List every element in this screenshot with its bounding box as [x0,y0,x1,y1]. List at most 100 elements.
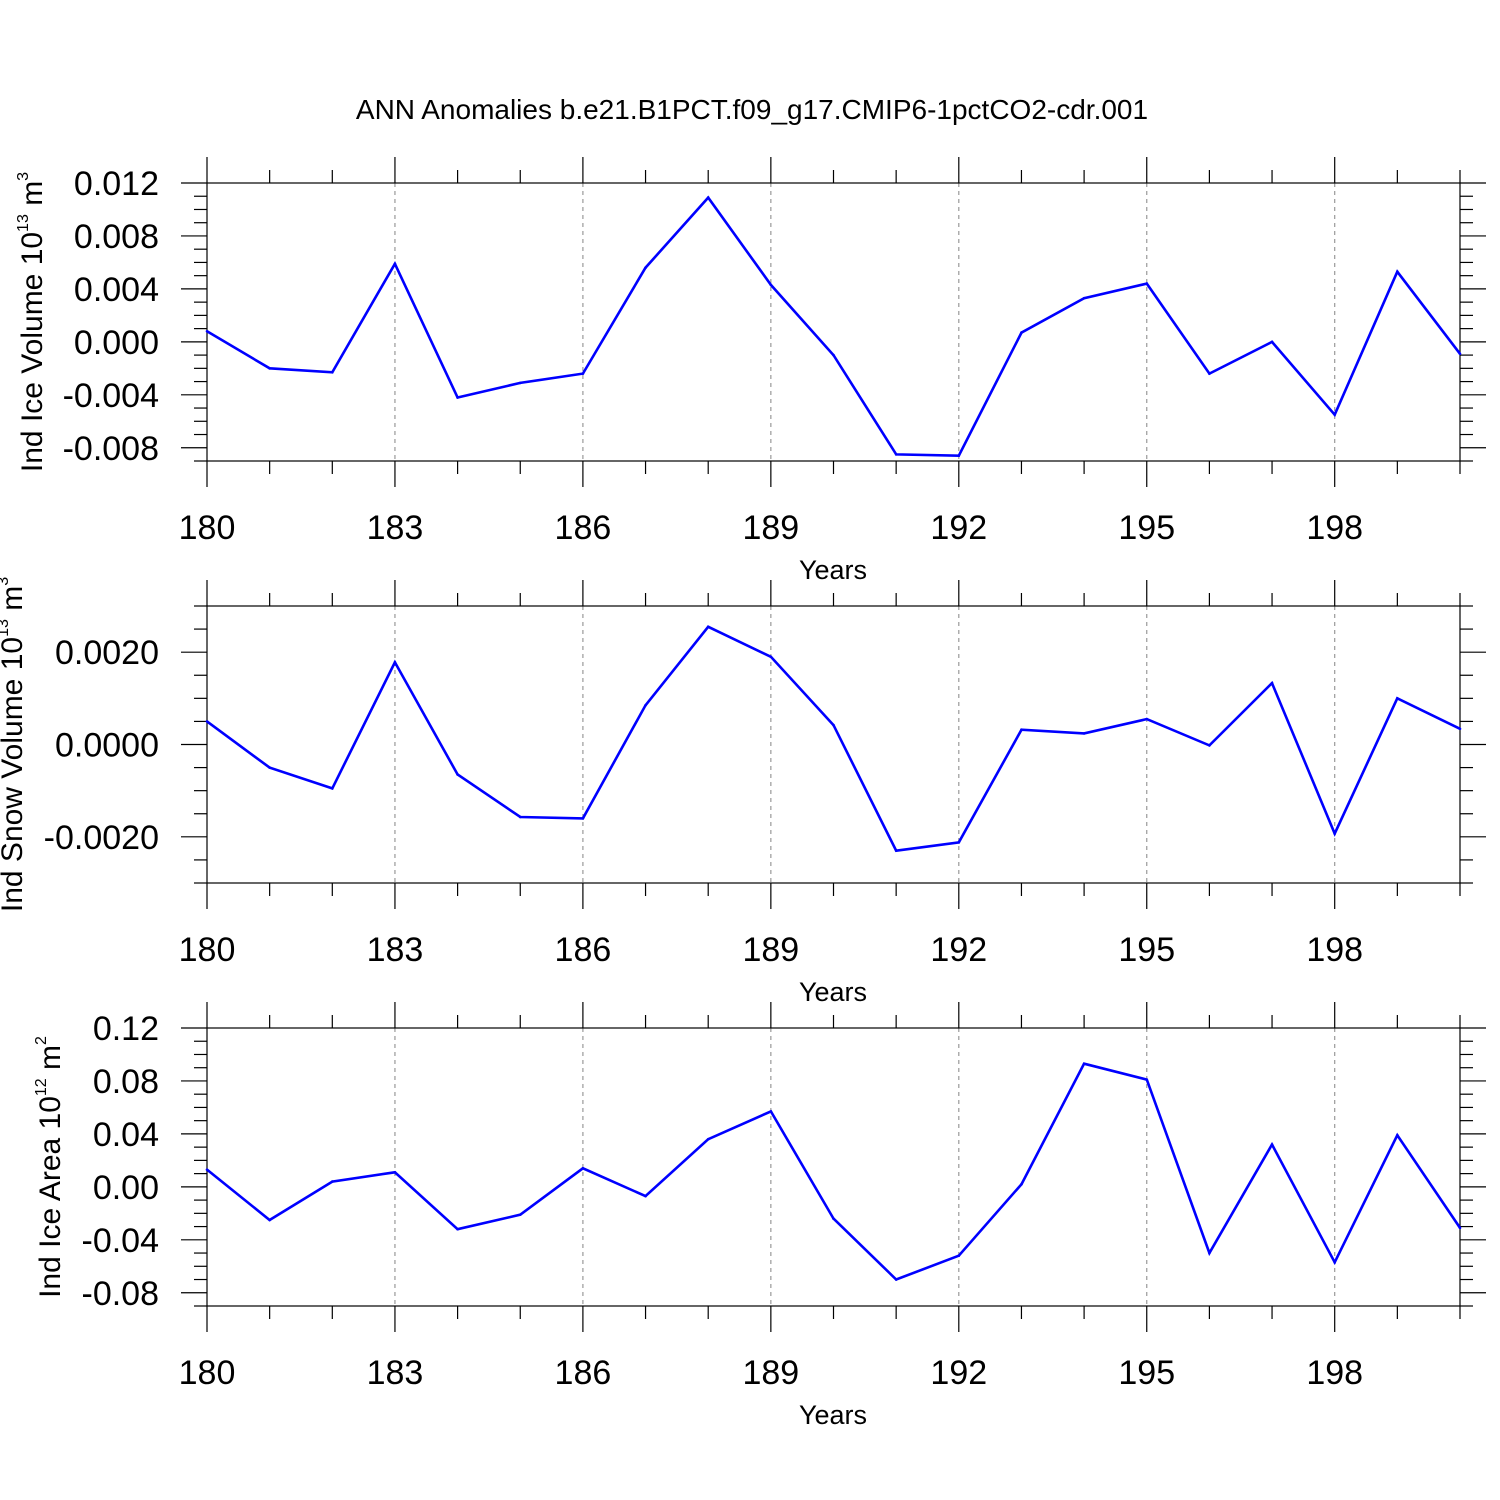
x-axis-label: Years [799,977,867,1007]
y-tick-label: 0.000 [74,324,159,362]
data-point [581,372,585,375]
x-tick-label: 198 [1306,509,1363,547]
data-point [769,1110,773,1113]
x-tick-label: 192 [930,509,987,547]
data-point [1145,717,1149,721]
data-point [1208,1251,1211,1255]
data-point [331,371,334,374]
y-tick-label: -0.008 [63,430,159,468]
data-point [1020,331,1023,334]
y-axis-label: Ind Ice Volume 1013 m3 [15,172,49,472]
panel-2: 180 183 186 189 192 195 198 Years -0.0020 0.0000 0… [0,577,1486,1007]
data-point [268,367,271,370]
data-point [1458,1226,1462,1230]
data-point [644,703,647,707]
x-tick-label: 180 [179,931,236,969]
data-point [1333,1261,1336,1264]
x-tick-label: 183 [367,509,424,547]
data-point [1270,340,1274,344]
data-point [706,1137,710,1141]
x-tick-label: 183 [367,1354,424,1392]
data-point [205,1168,209,1171]
data-point [832,1217,835,1220]
y-tick-label: 0.04 [93,1116,159,1154]
data-point [393,262,397,266]
data-point [1082,732,1086,735]
data-point [1396,697,1399,700]
data-point [832,723,835,727]
y-tick-label: -0.004 [63,377,159,415]
y-tick-label: 0.12 [93,1010,159,1048]
x-axis-label: Years [799,555,867,585]
data-point [1333,413,1336,416]
data-point [1208,744,1211,747]
y-tick-label: 0.008 [74,218,159,256]
data-point [205,329,209,333]
data-point [957,1254,961,1257]
data-point [581,1167,585,1170]
data-point [706,625,710,629]
x-axis-label: Years [799,1400,867,1430]
panel-1: 180 183 186 189 192 195 198 Years -0.008 -0.004 0.… [15,157,1486,585]
data-point [957,841,961,844]
data-point [268,1218,271,1222]
data-point [518,815,522,819]
data-point [706,196,710,199]
data-point [1396,1133,1399,1137]
data-point [769,655,773,659]
data-point [1145,1078,1149,1081]
data-point [331,787,334,790]
data-point [1333,832,1336,835]
y-tick-label: 0.00 [93,1169,159,1207]
y-tick-label: 0.012 [74,165,159,203]
x-tick-label: 195 [1118,1354,1175,1392]
data-point [1145,282,1149,285]
data-point [331,1180,334,1183]
data-point [518,381,522,385]
data-point [1270,681,1274,685]
data-point [894,849,898,852]
data-point [894,453,898,456]
chart-title: ANN Anomalies b.e21.B1PCT.f09_g17.CMIP6-… [356,94,1148,125]
data-point [518,1213,522,1216]
data-point [644,1194,647,1198]
data-point [393,661,397,664]
data-point [1270,1143,1274,1146]
y-tick-label: -0.08 [82,1275,160,1313]
x-tick-label: 192 [930,931,987,969]
data-point [1020,728,1023,732]
x-tick-label: 195 [1118,931,1175,969]
data-point [1396,270,1399,273]
data-point [894,1278,898,1281]
data-point [1458,352,1462,356]
y-tick-label: 0.004 [74,271,159,309]
data-point [456,396,459,399]
x-tick-label: 198 [1306,931,1363,969]
y-tick-label: 0.0000 [55,727,159,765]
panel-3: 180 183 186 189 192 195 198 Years -0.08 -0.04 0.00… [33,1002,1486,1430]
data-point [957,454,961,458]
y-tick-label: -0.0020 [44,819,159,857]
y-tick-label: 0.0020 [55,634,159,672]
data-point [769,283,773,287]
data-point [1208,372,1211,375]
x-tick-label: 192 [930,1354,987,1392]
y-tick-label: 0.08 [93,1063,159,1101]
data-point [1020,1182,1023,1186]
x-tick-label: 186 [555,509,612,547]
data-point [832,353,835,357]
x-tick-label: 195 [1118,509,1175,547]
x-tick-label: 189 [742,931,799,969]
y-axis-label: Ind Ice Area 1012 m2 [33,1036,67,1298]
data-point [456,773,459,776]
data-point [1082,1062,1086,1066]
x-tick-label: 186 [555,1354,612,1392]
x-tick-label: 180 [179,509,236,547]
data-point [456,1227,459,1231]
x-tick-label: 198 [1306,1354,1363,1392]
data-point [268,766,271,769]
x-tick-label: 189 [742,509,799,547]
data-point [393,1170,397,1174]
x-tick-label: 189 [742,1354,799,1392]
